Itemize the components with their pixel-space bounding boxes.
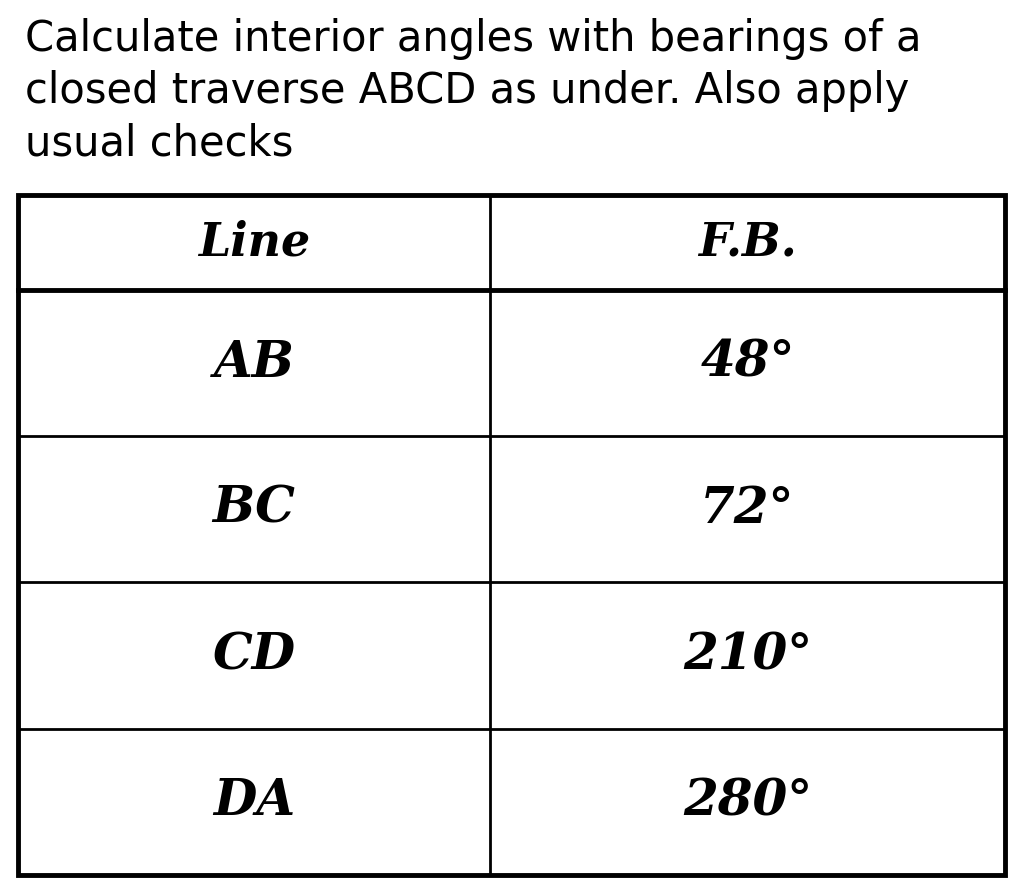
- Text: closed traverse ABCD as under. Also apply: closed traverse ABCD as under. Also appl…: [25, 70, 909, 112]
- Text: 48°: 48°: [700, 339, 795, 387]
- Text: 280°: 280°: [683, 777, 812, 826]
- Text: BC: BC: [213, 485, 296, 534]
- Text: Calculate interior angles with bearings of a: Calculate interior angles with bearings …: [25, 18, 922, 60]
- Text: 210°: 210°: [683, 631, 812, 680]
- Text: DA: DA: [213, 777, 295, 826]
- Text: CD: CD: [212, 631, 296, 680]
- Bar: [18, 195, 1005, 875]
- Text: F.B.: F.B.: [698, 219, 797, 266]
- Text: usual checks: usual checks: [25, 122, 293, 164]
- Text: 72°: 72°: [700, 485, 795, 534]
- Text: AB: AB: [213, 339, 295, 387]
- Text: Line: Line: [198, 219, 310, 266]
